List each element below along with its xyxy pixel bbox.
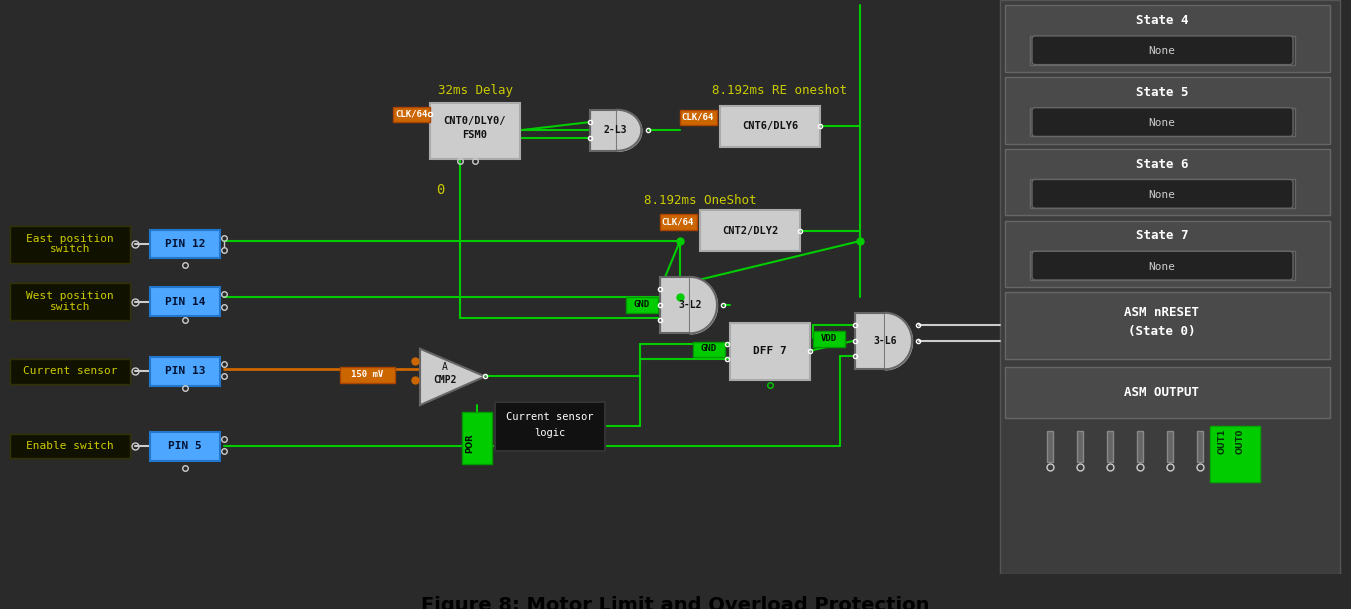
Text: State 4: State 4 <box>1136 14 1189 27</box>
Text: 150 mV: 150 mV <box>351 370 384 379</box>
Bar <box>1005 367 1329 418</box>
Text: OUT0: OUT0 <box>1236 428 1244 454</box>
Text: POR: POR <box>466 433 474 453</box>
Text: 2-L3: 2-L3 <box>604 125 627 135</box>
Bar <box>340 367 394 382</box>
Bar <box>1106 431 1113 462</box>
FancyBboxPatch shape <box>1032 252 1293 280</box>
Bar <box>1005 149 1329 216</box>
Text: ASM nRESET: ASM nRESET <box>1124 306 1200 319</box>
Text: CNT2/DLY2: CNT2/DLY2 <box>721 226 778 236</box>
Bar <box>430 102 520 159</box>
FancyBboxPatch shape <box>1032 180 1293 208</box>
Bar <box>590 110 617 151</box>
Text: DFF 7: DFF 7 <box>753 346 786 356</box>
Text: 3-L2: 3-L2 <box>678 300 701 310</box>
Text: CLK/64: CLK/64 <box>394 110 427 118</box>
Bar <box>1029 108 1296 136</box>
Text: (State 0): (State 0) <box>1128 325 1196 338</box>
Text: GND: GND <box>701 344 717 353</box>
Text: East position: East position <box>26 234 113 244</box>
Bar <box>1167 431 1173 462</box>
Text: None: None <box>1148 262 1175 272</box>
Bar <box>1210 426 1260 482</box>
Bar <box>1005 220 1329 287</box>
Text: PIN 5: PIN 5 <box>168 441 201 451</box>
Bar <box>1077 431 1084 462</box>
Bar <box>1005 5 1329 72</box>
Text: switch: switch <box>50 301 91 312</box>
Bar <box>855 313 885 369</box>
Bar <box>9 434 130 459</box>
Text: West position: West position <box>26 292 113 301</box>
Bar <box>1005 77 1329 144</box>
Text: OUT1: OUT1 <box>1217 428 1227 454</box>
Bar <box>813 331 844 347</box>
Bar <box>1000 0 1340 574</box>
Text: CNT0/DLY0/: CNT0/DLY0/ <box>443 116 507 126</box>
Text: VDD: VDD <box>821 334 838 343</box>
Text: CMP2: CMP2 <box>434 375 457 384</box>
Text: CLK/64: CLK/64 <box>662 217 694 226</box>
Bar <box>1029 180 1296 208</box>
Text: None: None <box>1148 46 1175 56</box>
Bar <box>693 342 725 357</box>
Text: 8.192ms RE oneshot: 8.192ms RE oneshot <box>712 84 847 97</box>
Bar <box>150 357 220 385</box>
Bar <box>1029 36 1296 65</box>
Text: 0: 0 <box>436 183 444 197</box>
Text: GND: GND <box>634 300 650 309</box>
Text: Figure 8: Motor Limit and Overload Protection: Figure 8: Motor Limit and Overload Prote… <box>420 596 929 609</box>
Bar <box>1047 431 1052 462</box>
Bar <box>9 226 130 262</box>
Text: Current sensor: Current sensor <box>507 412 593 423</box>
Bar <box>9 359 130 384</box>
Text: PIN 12: PIN 12 <box>165 239 205 249</box>
Text: State 5: State 5 <box>1136 86 1189 99</box>
Text: 3-L6: 3-L6 <box>873 336 897 346</box>
Bar <box>700 210 800 252</box>
Text: PIN 14: PIN 14 <box>165 297 205 306</box>
Bar <box>150 287 220 316</box>
Text: None: None <box>1148 118 1175 128</box>
Bar <box>1029 252 1296 280</box>
Bar <box>494 402 605 451</box>
Text: CNT6/DLY6: CNT6/DLY6 <box>742 121 798 131</box>
Text: ASM OUTPUT: ASM OUTPUT <box>1124 386 1200 400</box>
Text: PIN 13: PIN 13 <box>165 366 205 376</box>
Bar <box>1005 292 1329 359</box>
Text: None: None <box>1148 190 1175 200</box>
Bar <box>626 297 658 313</box>
Bar <box>150 432 220 460</box>
Text: 32ms Delay: 32ms Delay <box>438 84 512 97</box>
Bar <box>680 110 717 125</box>
Bar <box>730 323 811 379</box>
Text: State 6: State 6 <box>1136 158 1189 171</box>
FancyBboxPatch shape <box>1032 108 1293 136</box>
Bar <box>462 412 492 463</box>
Text: FSM0: FSM0 <box>462 130 488 141</box>
Text: State 7: State 7 <box>1136 230 1189 242</box>
FancyBboxPatch shape <box>1032 36 1293 65</box>
Text: CLK/64: CLK/64 <box>682 113 715 121</box>
Text: 8.192ms OneShot: 8.192ms OneShot <box>643 194 757 206</box>
Text: Enable switch: Enable switch <box>26 441 113 451</box>
Bar <box>720 105 820 147</box>
Bar <box>661 214 697 230</box>
Bar <box>1138 431 1143 462</box>
Bar <box>150 230 220 258</box>
Bar <box>393 107 430 122</box>
Text: Current sensor: Current sensor <box>23 366 118 376</box>
Bar <box>9 283 130 320</box>
Bar <box>661 277 690 333</box>
Text: logic: logic <box>535 428 566 438</box>
Text: A: A <box>442 362 449 372</box>
Text: switch: switch <box>50 244 91 254</box>
Polygon shape <box>420 349 485 405</box>
Bar <box>1197 431 1202 462</box>
